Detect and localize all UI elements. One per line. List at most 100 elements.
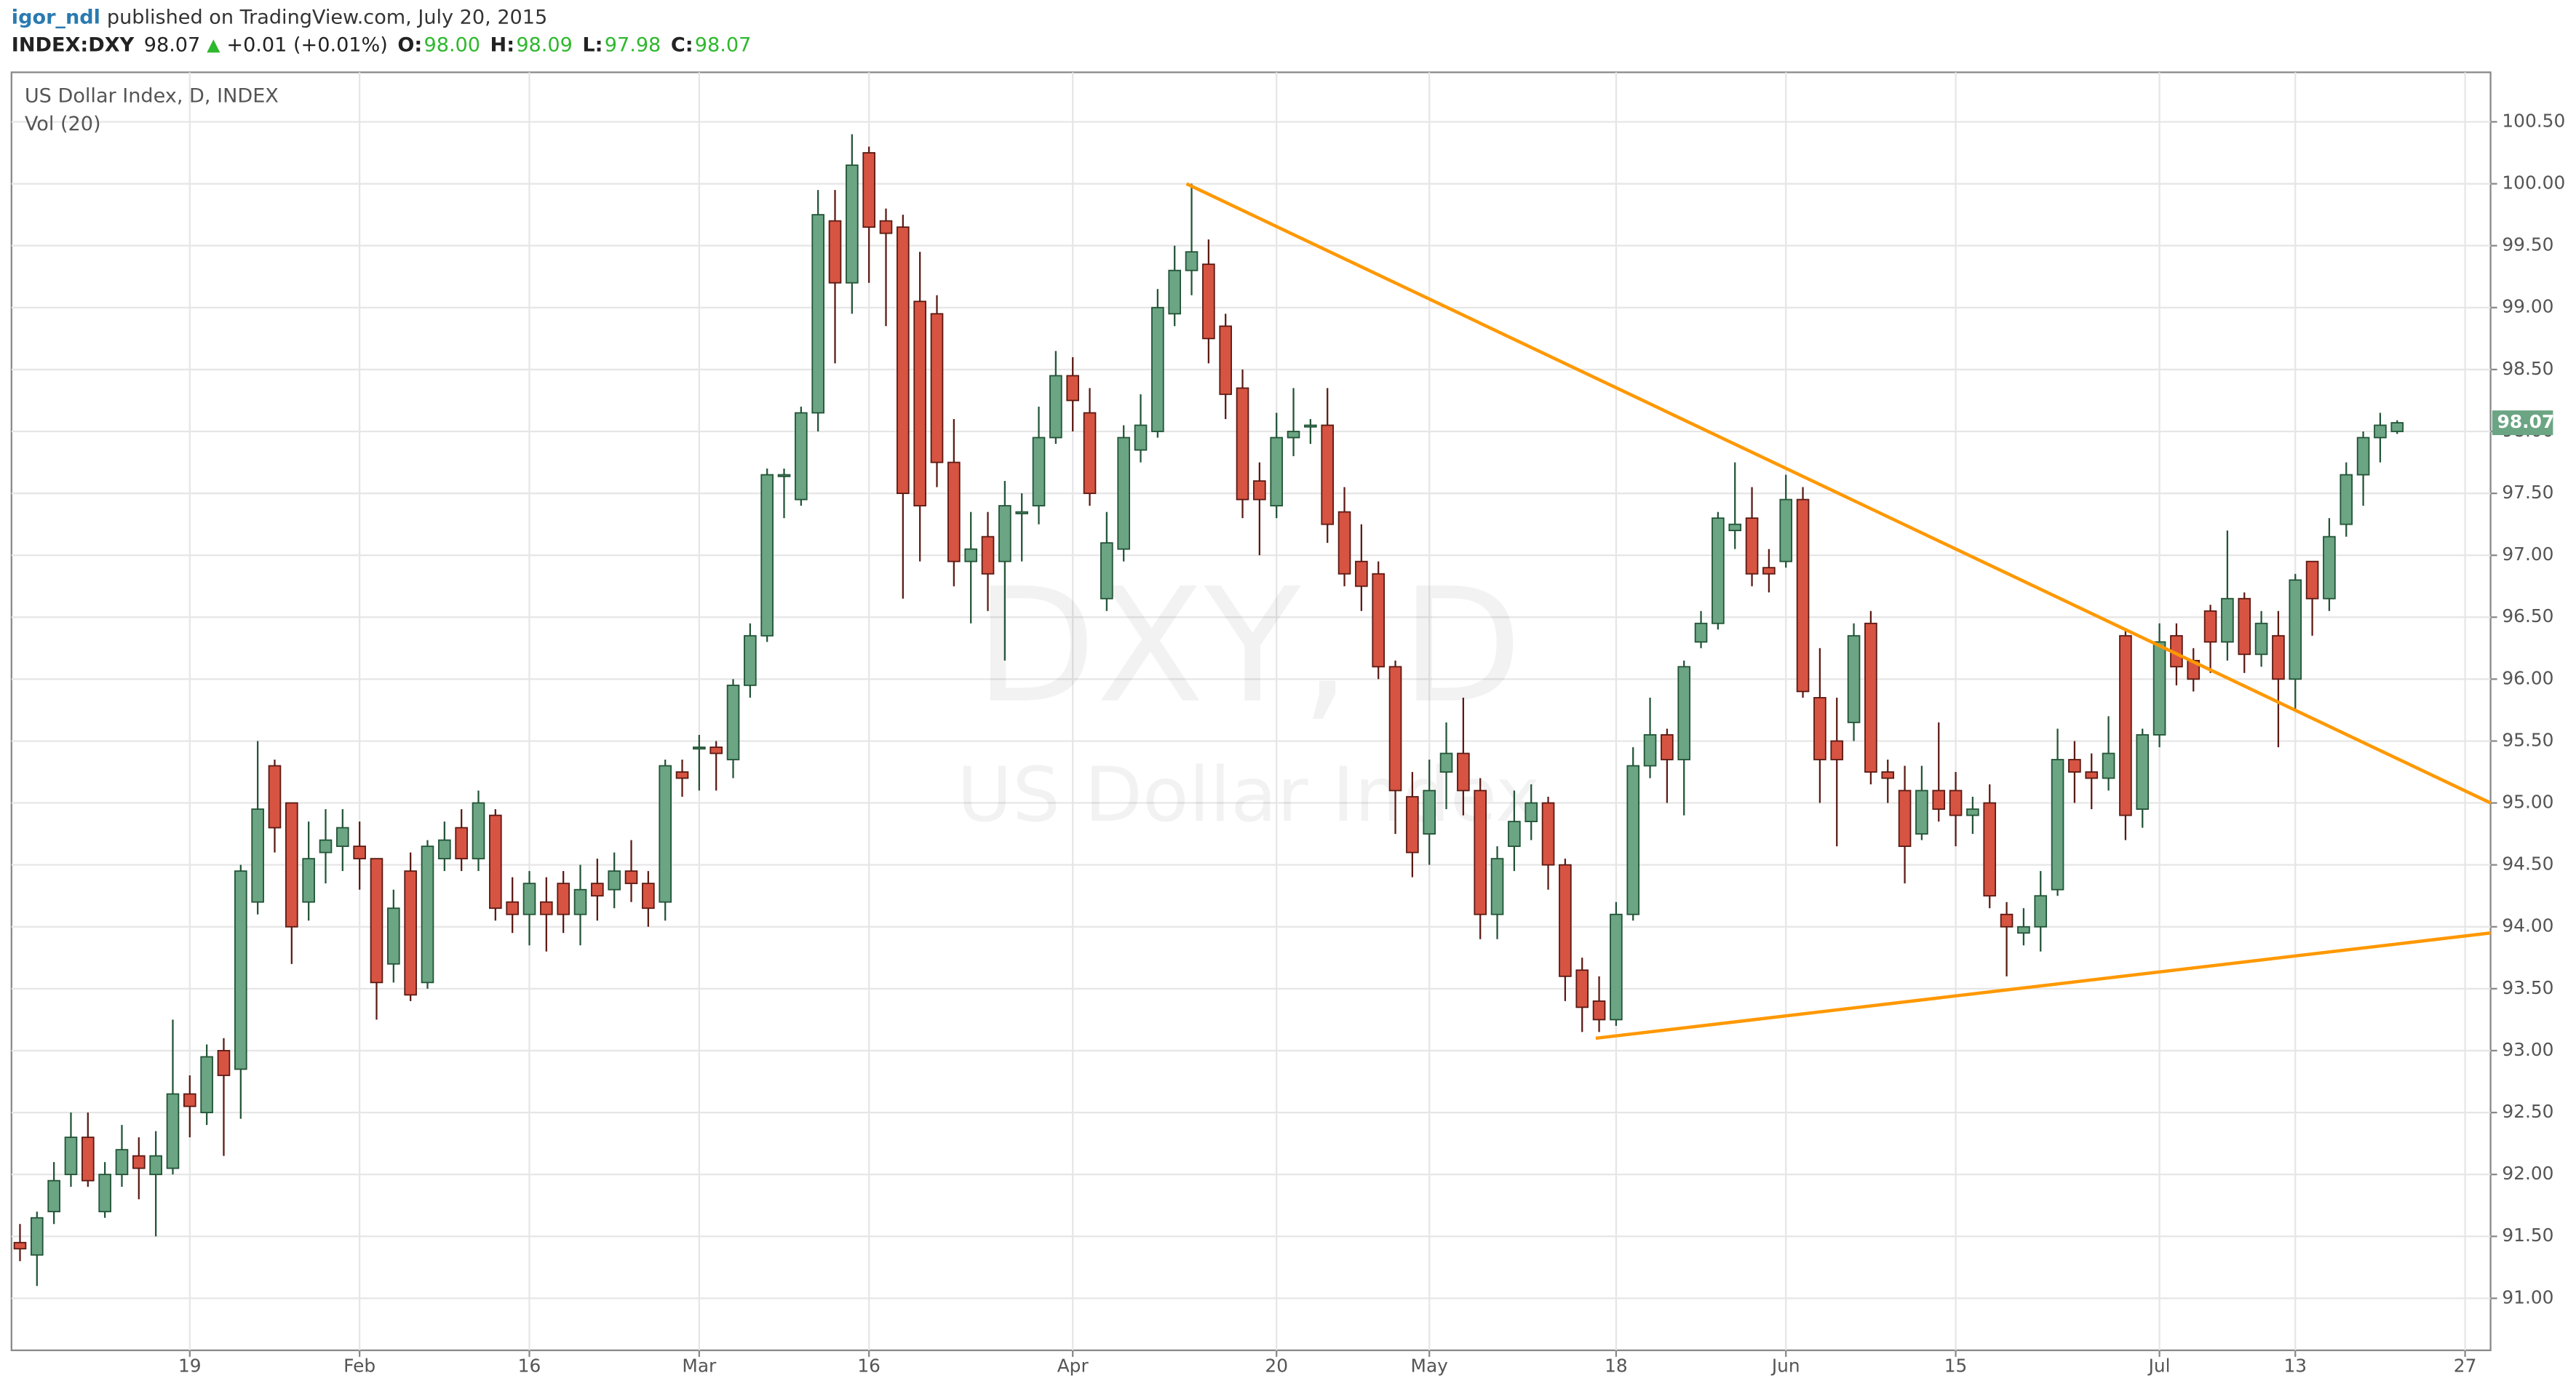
- candle-body: [693, 747, 706, 750]
- candle-body: [1117, 437, 1131, 550]
- candle-body: [2102, 752, 2115, 779]
- candle-body: [998, 505, 1011, 562]
- candle-body: [200, 1056, 213, 1113]
- candle-body: [675, 771, 689, 779]
- candle-body: [897, 226, 910, 494]
- candle-body: [828, 220, 842, 284]
- candle-body: [2000, 913, 2014, 928]
- candle-body: [1423, 789, 1436, 835]
- candle-body: [1253, 480, 1266, 501]
- x-tick-label: 18: [1605, 1355, 1628, 1376]
- candle-body: [370, 858, 383, 984]
- candle-body: [1508, 821, 1521, 848]
- candle-body: [2289, 579, 2302, 680]
- candle-body: [1015, 511, 1028, 514]
- candle-body: [404, 870, 417, 996]
- candle-body: [2221, 597, 2234, 643]
- x-tick-label: 27: [2454, 1355, 2477, 1376]
- x-tick-label: 20: [1265, 1355, 1288, 1376]
- x-tick-label: 15: [1944, 1355, 1968, 1376]
- candle-body: [1949, 789, 1963, 816]
- candle-body: [1151, 306, 1164, 432]
- candle-body: [522, 883, 536, 915]
- candle-body: [472, 802, 485, 860]
- price-change: +0.01 (+0.01%): [226, 34, 387, 57]
- candle-body: [1202, 263, 1215, 340]
- candle-body: [1524, 802, 1538, 822]
- candle-body: [1745, 517, 1759, 575]
- y-tick-label: 94.00: [2502, 915, 2553, 936]
- y-tick-label: 97.50: [2502, 482, 2553, 503]
- candle-body: [624, 870, 638, 885]
- last-price: 98.07: [144, 34, 201, 57]
- candle-body: [1474, 789, 1487, 915]
- candle-body: [2068, 759, 2081, 773]
- ohlc-label: H:: [490, 34, 515, 57]
- candle-body: [913, 301, 926, 506]
- candle-body: [2272, 634, 2285, 680]
- last-price-label: 98.07: [2497, 411, 2555, 432]
- ohlc-label: L:: [582, 34, 603, 57]
- candle-body: [2017, 926, 2030, 934]
- candle-body: [862, 152, 875, 228]
- candle-body: [2085, 771, 2099, 779]
- y-tick-label: 92.00: [2502, 1163, 2553, 1184]
- candle-body: [438, 839, 451, 860]
- candle-body: [1694, 622, 1708, 643]
- candle-body: [591, 883, 604, 897]
- candle-body: [132, 1155, 146, 1169]
- candle-body: [455, 827, 468, 860]
- candle-body: [166, 1093, 180, 1169]
- candle-body: [1304, 424, 1317, 428]
- y-tick-label: 95.00: [2502, 792, 2553, 813]
- candle-body: [302, 858, 315, 903]
- candle-body: [760, 474, 774, 637]
- x-tick-label: Apr: [1057, 1355, 1089, 1376]
- candle-body: [251, 808, 264, 903]
- candle-body: [1321, 424, 1335, 525]
- y-tick-label: 95.50: [2502, 729, 2553, 750]
- candle-body: [2374, 424, 2387, 439]
- x-tick-label: 16: [857, 1355, 880, 1376]
- candle-body: [1813, 696, 1826, 760]
- candle-body: [1966, 808, 1979, 816]
- ohlc-label: O:: [397, 34, 422, 57]
- candle-body: [234, 870, 247, 1070]
- candle-body: [1372, 573, 1386, 668]
- candle-body: [1864, 622, 1877, 773]
- candle-body: [1677, 666, 1691, 760]
- candle-body: [1032, 437, 1046, 506]
- y-tick-label: 92.50: [2502, 1101, 2553, 1122]
- candle-body: [1881, 771, 1895, 779]
- chart-subtitle: Vol (20): [25, 113, 101, 135]
- candle-body: [98, 1174, 111, 1213]
- x-tick-label: Jun: [1770, 1355, 1800, 1376]
- candle-body: [1932, 789, 1946, 810]
- candle-body: [2152, 641, 2166, 736]
- candle-body: [82, 1137, 95, 1182]
- candle-body: [1168, 269, 1182, 315]
- candle-body: [1337, 511, 1351, 575]
- candle-body: [13, 1241, 27, 1250]
- y-tick-label: 91.50: [2502, 1225, 2553, 1246]
- candle-body: [421, 845, 434, 984]
- candle-body: [1626, 765, 1640, 915]
- candle-body: [557, 883, 570, 915]
- x-tick-label: Feb: [343, 1355, 375, 1376]
- candle-body: [709, 747, 723, 755]
- y-tick-label: 97.00: [2502, 544, 2553, 565]
- candle-body: [64, 1137, 78, 1176]
- trend-line: [1595, 931, 2491, 1040]
- candle-body: [506, 901, 519, 915]
- candle-body: [285, 802, 298, 928]
- ohlc-value: 97.98: [605, 34, 661, 57]
- ohlc-value: 98.00: [424, 34, 480, 57]
- candle-body: [1559, 864, 1572, 977]
- trend-line: [1185, 182, 2492, 805]
- candle-body: [1762, 567, 1776, 575]
- ohlc-value: 98.09: [516, 34, 573, 57]
- published-text: published on TradingView.com, July 20, 2…: [107, 6, 547, 28]
- y-tick-label: 100.50: [2502, 110, 2565, 131]
- candle-body: [319, 839, 333, 853]
- candle-body: [1100, 542, 1113, 600]
